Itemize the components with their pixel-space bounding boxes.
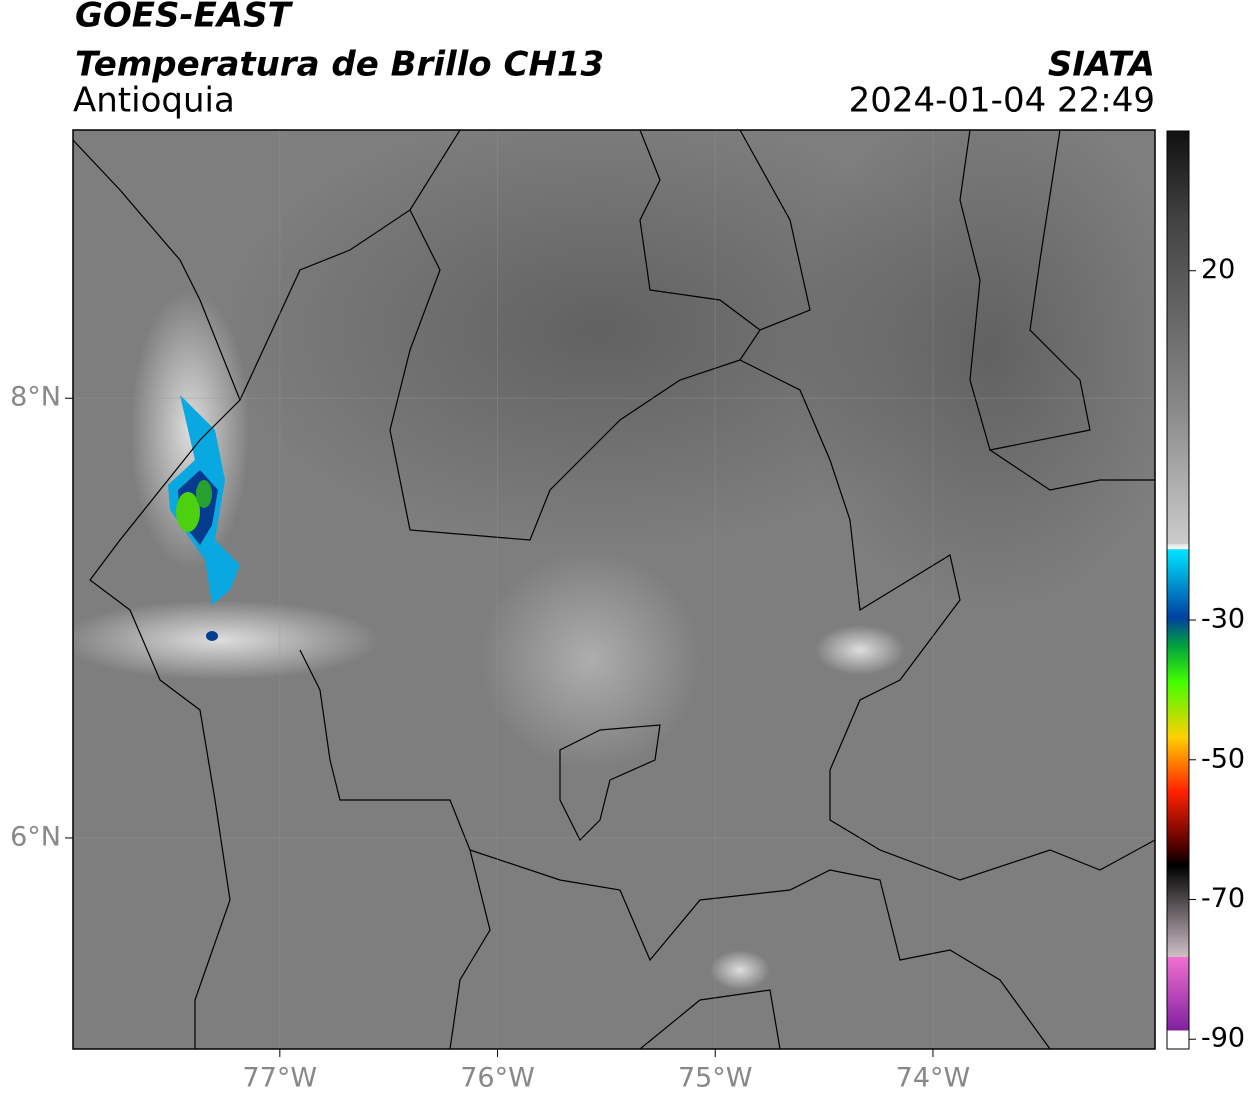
- cloud-texture: [790, 130, 1155, 610]
- x-tick-label: 77°W: [243, 1063, 318, 1094]
- border: [639, 130, 761, 331]
- map-frame: [72, 129, 1156, 1050]
- x-tick-label: 76°W: [460, 1063, 535, 1094]
- satellite: GOES-EAST: [75, 0, 294, 36]
- cold-cloud: [206, 631, 218, 641]
- border: [739, 359, 1155, 881]
- y-tick-label: 6°N: [10, 821, 61, 852]
- cold-cloud: [176, 492, 200, 532]
- cloud-texture: [710, 950, 770, 990]
- colorbar: [1166, 130, 1190, 1050]
- coastline: [73, 139, 241, 1049]
- colorbar-tick-label: -30: [1201, 604, 1245, 635]
- border: [639, 989, 781, 1049]
- source: SIATA: [1048, 45, 1155, 85]
- region: Antioquia: [73, 81, 235, 121]
- x-tick-label: 75°W: [678, 1063, 753, 1094]
- border: [469, 849, 1051, 1049]
- colorbar-tick-label: 20: [1201, 254, 1235, 285]
- satellite-image: [73, 130, 1155, 1049]
- border: [989, 130, 1091, 451]
- border: [389, 130, 811, 541]
- cloud-texture: [815, 625, 905, 675]
- cloud-texture: [73, 600, 380, 680]
- y-tick-label: 8°N: [10, 382, 61, 413]
- cloud-texture: [480, 550, 700, 770]
- graticule: [73, 130, 1155, 1049]
- cold-cloud: [196, 480, 212, 508]
- colorbar-tick-label: -90: [1201, 1023, 1245, 1054]
- x-tick-label: 74°W: [896, 1063, 971, 1094]
- coastline: [239, 130, 461, 401]
- product: Temperatura de Brillo CH13: [75, 45, 604, 85]
- cloud-texture: [220, 130, 980, 550]
- colorbar-tick-label: -70: [1201, 883, 1245, 914]
- border: [299, 649, 491, 1049]
- datetime: 2024-01-04 22:49: [849, 81, 1155, 121]
- colorbar-tick-label: -50: [1201, 743, 1245, 774]
- border: [559, 724, 661, 842]
- border: [959, 130, 1155, 491]
